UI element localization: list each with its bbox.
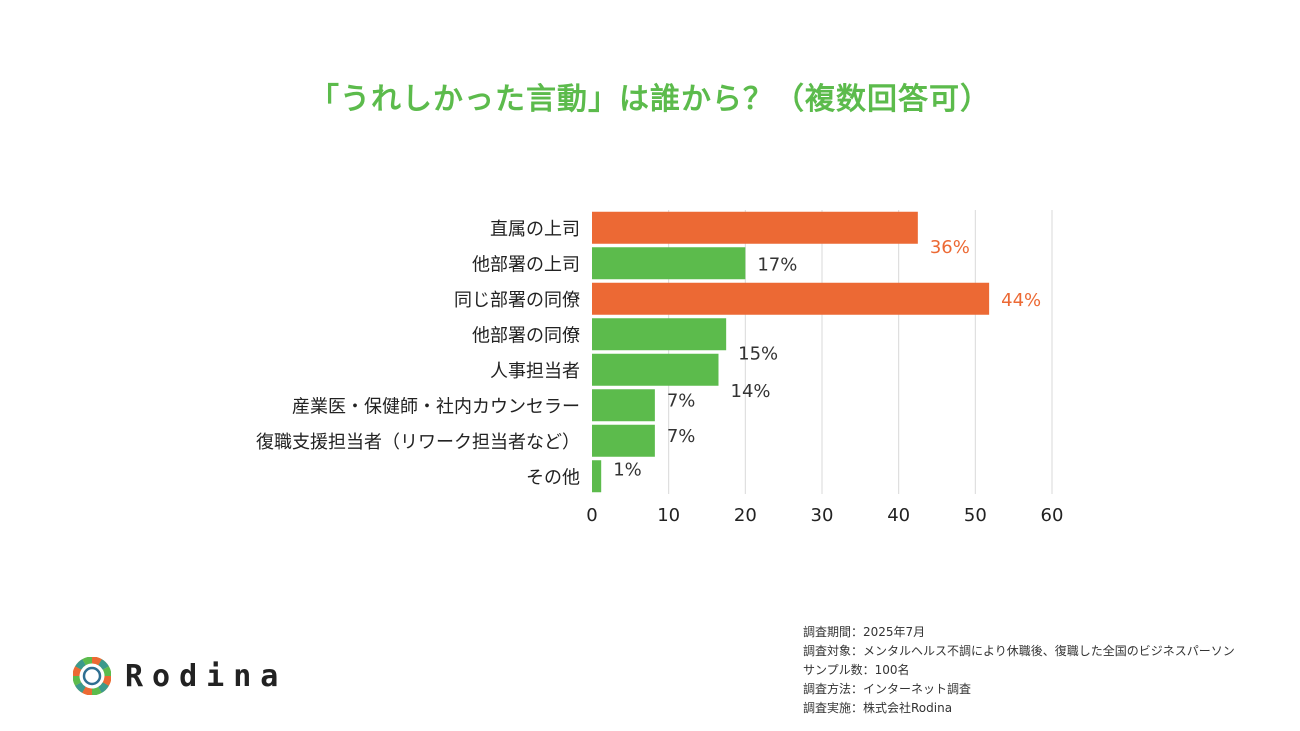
bar [592, 318, 727, 351]
survey-target: 調査対象：メンタルヘルス不調により休職後、復職した全国のビジネスパーソン [803, 644, 1235, 658]
x-tick-label: 40 [887, 505, 910, 526]
bar [592, 211, 918, 244]
survey-conductor: 調査実施：株式会社Rodina [803, 701, 953, 715]
rodina-logo-icon [73, 657, 111, 695]
bar [592, 282, 990, 315]
x-tick-label: 30 [811, 505, 834, 526]
bar [592, 353, 719, 386]
data-label: 17% [757, 254, 797, 275]
category-label: 産業医・保健師・社内カウンセラー [292, 396, 580, 417]
x-tick-label: 50 [964, 505, 987, 526]
bar [592, 460, 602, 493]
survey-period: 調査期間：2025年7月 [803, 625, 926, 639]
bar [592, 389, 655, 422]
data-label: 7% [667, 426, 696, 447]
x-tick-label: 60 [1041, 505, 1064, 526]
data-label: 14% [731, 381, 771, 402]
x-tick-label: 0 [586, 505, 597, 526]
survey-method: 調査方法：インターネット調査 [803, 682, 972, 696]
data-label: 7% [667, 390, 696, 411]
category-label: 他部署の同僚 [472, 325, 580, 346]
bar [592, 247, 746, 280]
data-label: 1% [613, 459, 642, 480]
brand: Rodina [73, 656, 287, 696]
category-label: 人事担当者 [490, 361, 580, 382]
bar-chart: 直属の上司 36% 他部署の上司 17% 同じ部署の同僚 44% 他部署の同僚 15% 人事担当… [256, 210, 1064, 526]
category-label: 直属の上司 [490, 219, 580, 240]
sample-size: サンプル数：100名 [803, 663, 910, 677]
data-label: 36% [930, 237, 970, 258]
category-label: 同じ部署の同僚 [454, 290, 580, 311]
x-tick-label: 10 [657, 505, 680, 526]
category-label: 他部署の上司 [472, 254, 580, 275]
category-label: 復職支援担当者（リワーク担当者など） [256, 432, 580, 453]
data-label: 15% [738, 343, 778, 364]
bar [592, 424, 655, 457]
x-tick-label: 20 [734, 505, 757, 526]
category-label: その他 [526, 467, 580, 488]
chart-title: 「うれしかった言動」は誰から？（複数回答可） [309, 82, 991, 117]
data-label: 44% [1001, 290, 1041, 311]
brand-name: Rodina [125, 658, 288, 694]
survey-notes: 調査期間：2025年7月 調査対象：メンタルヘルス不調により休職後、復職した全国… [803, 623, 1235, 718]
